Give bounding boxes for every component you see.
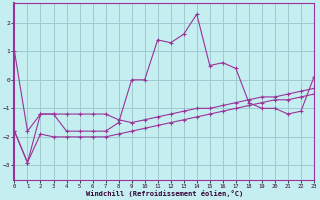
X-axis label: Windchill (Refroidissement éolien,°C): Windchill (Refroidissement éolien,°C) <box>85 190 243 197</box>
